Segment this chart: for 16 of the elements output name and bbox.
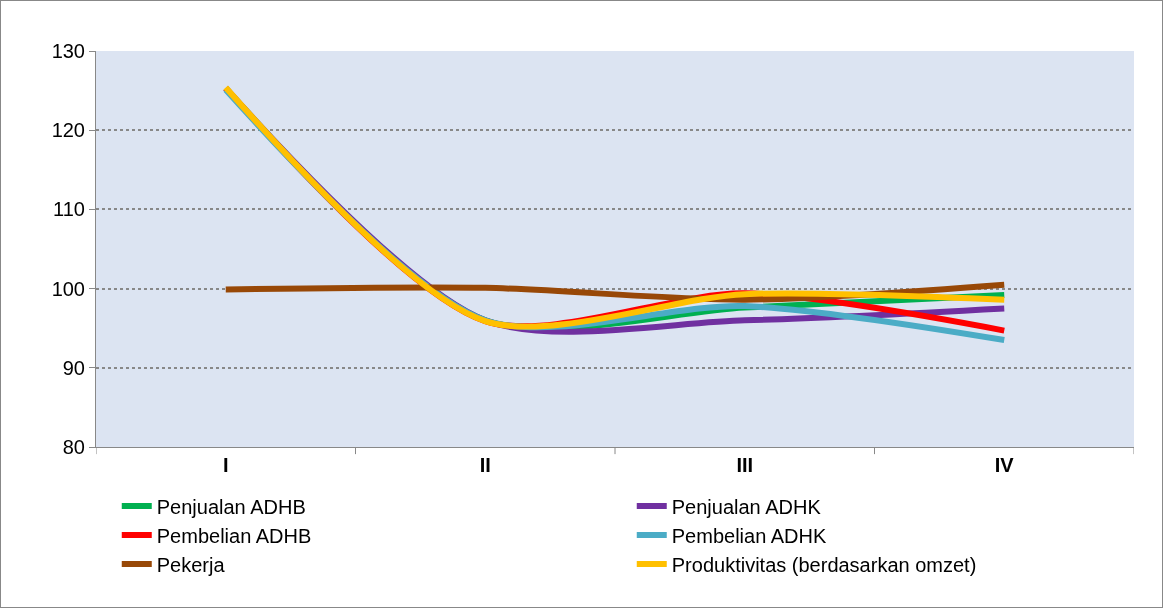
legend-label: Pembelian ADHK bbox=[671, 524, 827, 547]
x-tick-label: II bbox=[479, 454, 491, 476]
legend-label: Penjualan ADHB bbox=[156, 495, 306, 518]
x-tick-label: III bbox=[736, 454, 754, 476]
x-tick-label: IV bbox=[994, 454, 1015, 476]
y-tick-label: 130 bbox=[51, 40, 85, 62]
y-tick-label: 120 bbox=[51, 119, 85, 142]
y-tick-label: 100 bbox=[51, 277, 85, 300]
y-tick-label: 110 bbox=[53, 198, 85, 221]
y-tick-label: 80 bbox=[62, 436, 85, 458]
y-tick-label: 90 bbox=[62, 356, 85, 379]
legend-label: Penjualan ADHK bbox=[671, 495, 822, 518]
legend-label: Pembelian ADHB bbox=[156, 524, 312, 547]
x-tick-label: I bbox=[222, 454, 229, 476]
legend-label: Pekerja bbox=[156, 553, 226, 576]
legend-label: Produktivitas (berdasarkan omzet) bbox=[671, 553, 977, 576]
